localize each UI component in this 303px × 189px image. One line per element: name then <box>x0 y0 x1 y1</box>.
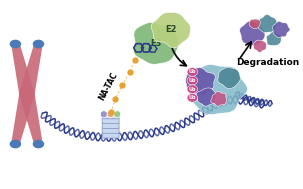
Text: NA-TAC: NA-TAC <box>98 71 120 102</box>
Polygon shape <box>249 19 260 29</box>
Polygon shape <box>134 22 179 64</box>
Polygon shape <box>114 110 121 118</box>
Ellipse shape <box>33 40 44 48</box>
Polygon shape <box>266 32 281 46</box>
Polygon shape <box>211 91 227 106</box>
Polygon shape <box>188 65 247 114</box>
Polygon shape <box>196 88 217 106</box>
Polygon shape <box>11 43 35 96</box>
Ellipse shape <box>10 40 21 48</box>
Ellipse shape <box>10 140 21 148</box>
Polygon shape <box>186 68 215 96</box>
Polygon shape <box>258 15 277 33</box>
Ellipse shape <box>19 88 35 100</box>
Polygon shape <box>272 21 290 37</box>
Ellipse shape <box>187 94 198 102</box>
Polygon shape <box>11 92 35 145</box>
Text: Ub: Ub <box>188 95 196 100</box>
FancyBboxPatch shape <box>102 113 119 119</box>
Polygon shape <box>151 12 191 48</box>
Ellipse shape <box>187 85 198 94</box>
Polygon shape <box>253 40 266 52</box>
Text: Ub: Ub <box>188 78 196 83</box>
Polygon shape <box>101 110 107 118</box>
Text: E3: E3 <box>150 39 161 48</box>
Polygon shape <box>218 67 240 89</box>
FancyBboxPatch shape <box>102 127 119 133</box>
Polygon shape <box>19 92 43 145</box>
Text: Ub: Ub <box>188 87 196 92</box>
FancyBboxPatch shape <box>102 118 119 124</box>
Polygon shape <box>107 110 114 118</box>
Polygon shape <box>240 21 265 45</box>
Ellipse shape <box>187 76 198 85</box>
FancyBboxPatch shape <box>102 132 119 138</box>
FancyBboxPatch shape <box>102 123 119 129</box>
Ellipse shape <box>187 68 198 76</box>
Ellipse shape <box>33 140 44 148</box>
Text: Ub: Ub <box>188 69 196 74</box>
Text: Degradation: Degradation <box>236 58 299 67</box>
Text: E2: E2 <box>165 25 177 34</box>
Polygon shape <box>19 43 43 96</box>
